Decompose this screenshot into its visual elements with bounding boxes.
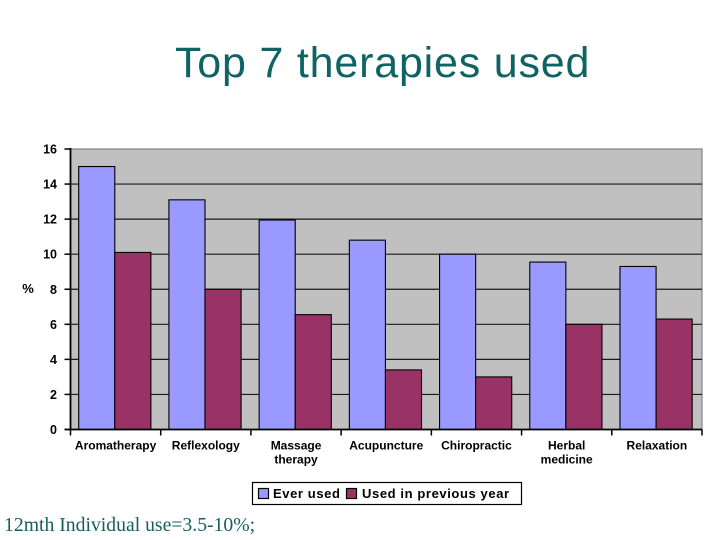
svg-text:Reflexology: Reflexology <box>172 439 240 453</box>
svg-text:Ever used: Ever used <box>273 486 341 501</box>
svg-text:Used in previous year: Used in previous year <box>362 486 510 501</box>
svg-text:14: 14 <box>43 178 57 192</box>
svg-text:6: 6 <box>50 318 57 332</box>
svg-text:Herbal: Herbal <box>548 439 585 453</box>
svg-text:8: 8 <box>50 283 57 297</box>
svg-text:12: 12 <box>43 213 57 227</box>
svg-text:Acupuncture: Acupuncture <box>349 439 423 453</box>
svg-text:0: 0 <box>50 423 57 437</box>
svg-text:%: % <box>22 281 34 296</box>
svg-text:4: 4 <box>50 353 57 367</box>
svg-text:Chiropractic: Chiropractic <box>441 439 512 453</box>
svg-text:10: 10 <box>43 248 57 262</box>
svg-text:therapy: therapy <box>274 453 318 467</box>
svg-text:Relaxation: Relaxation <box>627 439 688 453</box>
svg-text:medicine: medicine <box>541 453 593 467</box>
svg-text:Massage: Massage <box>271 439 322 453</box>
svg-text:2: 2 <box>50 388 57 402</box>
svg-text:Aromatherapy: Aromatherapy <box>75 439 157 453</box>
svg-text:16: 16 <box>43 143 57 157</box>
